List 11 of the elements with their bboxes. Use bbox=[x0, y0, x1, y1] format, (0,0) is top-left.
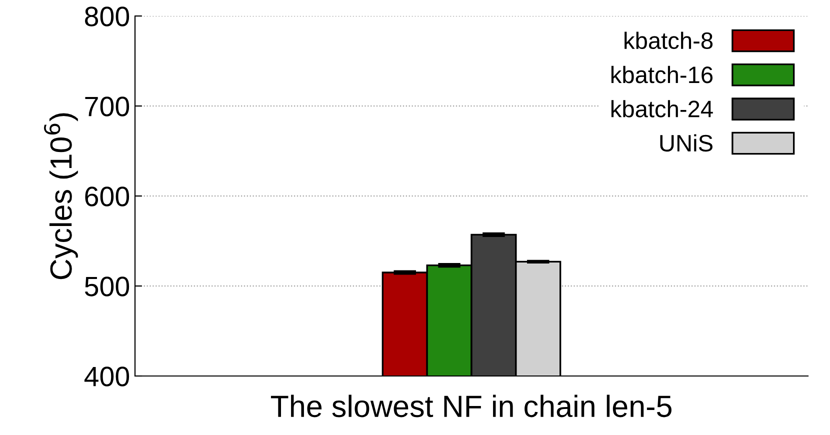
y-tick-label: 500 bbox=[84, 276, 130, 296]
legend-label: kbatch-24 bbox=[611, 100, 713, 118]
x-axis-title: The slowest NF in chain len-5 bbox=[270, 394, 672, 418]
legend-label: kbatch-16 bbox=[611, 66, 713, 84]
y-tick-label: 700 bbox=[85, 96, 130, 116]
y-tick-label: 600 bbox=[85, 186, 130, 206]
legend-label: UNiS bbox=[660, 134, 712, 152]
y-tick-label: 400 bbox=[84, 366, 130, 386]
y-axis-title: Cycles (10$^{6}$) bbox=[44, 113, 78, 280]
legend-label: kbatch-8 bbox=[624, 32, 713, 50]
y-tick-label: 800 bbox=[85, 6, 130, 26]
